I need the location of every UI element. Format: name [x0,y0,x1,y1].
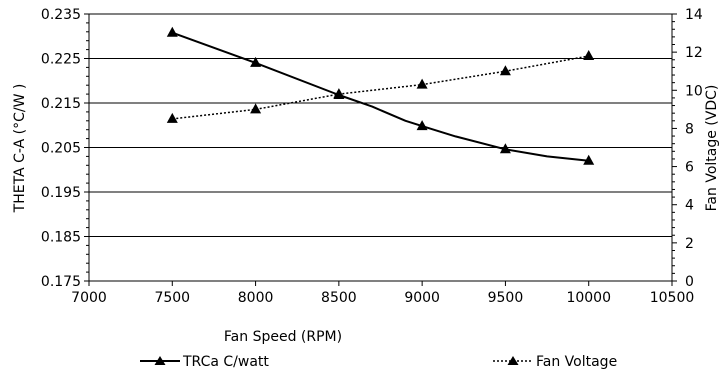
series-line-fan-voltage [172,55,589,120]
data-point-trca-c-watt [166,26,178,37]
y2-tick-label: 4 [685,198,694,214]
y-tick-label: 0.205 [41,141,81,157]
legend-marker-trca [154,356,166,365]
y2-axis-label: Fan Voltage (VDC) [704,85,720,212]
data-point-trca-c-watt [416,120,428,131]
x-tick-label: 10000 [566,290,611,306]
data-point-fan-voltage [333,88,345,99]
legend: TRCa C/watt Fan Voltage [140,354,617,370]
data-point-fan-voltage [166,112,178,123]
x-tick-label: 8500 [321,290,357,306]
x-tick-label: 7500 [154,290,190,306]
y2-tick-label: 14 [685,7,703,23]
data-point-fan-voltage [499,65,511,76]
legend-label-trca: TRCa C/watt [182,354,269,370]
y2-tick-label: 8 [685,121,694,137]
data-point-trca-c-watt [583,154,595,165]
y-tick-label: 0.225 [41,52,81,68]
y-tick-label: 0.235 [41,7,81,23]
x-axis-label: Fan Speed (RPM) [224,329,342,345]
x-tick-label: 9500 [488,290,524,306]
legend-label-fan-voltage: Fan Voltage [536,354,617,370]
x-axis-ticks: 7000 7500 8000 8500 9000 9500 10000 10500 [71,281,694,306]
x-tick-label: 7000 [71,290,107,306]
x-tick-label: 8000 [238,290,274,306]
series-layer [166,26,595,165]
y2-tick-label: 0 [685,274,694,290]
data-point-fan-voltage [583,50,595,60]
y-tick-label: 0.175 [41,274,81,290]
x-tick-label: 10500 [650,290,695,306]
y-axis-ticks: 0.175 0.185 0.195 0.205 0.215 0.225 0.235 [41,7,89,290]
y2-tick-label: 12 [685,45,703,61]
y-axis-label: THETA C-A (°C/W ) [12,84,28,214]
data-point-trca-c-watt [499,143,511,154]
gridlines [89,13,672,237]
y-tick-label: 0.195 [41,185,81,201]
series-line-trca-c-watt [171,31,589,162]
x-tick-label: 9000 [404,290,440,306]
y2-tick-label: 10 [685,83,703,99]
y2-tick-label: 2 [685,236,694,252]
data-point-fan-voltage [250,103,262,114]
legend-marker-fan-voltage [507,356,519,365]
y-tick-label: 0.185 [41,230,81,246]
data-point-trca-c-watt [250,56,262,67]
y-tick-label: 0.215 [41,96,81,112]
y2-axis-ticks: 0 2 4 6 8 10 12 14 [672,7,703,290]
y2-tick-label: 6 [685,160,694,176]
data-point-fan-voltage [416,78,428,89]
